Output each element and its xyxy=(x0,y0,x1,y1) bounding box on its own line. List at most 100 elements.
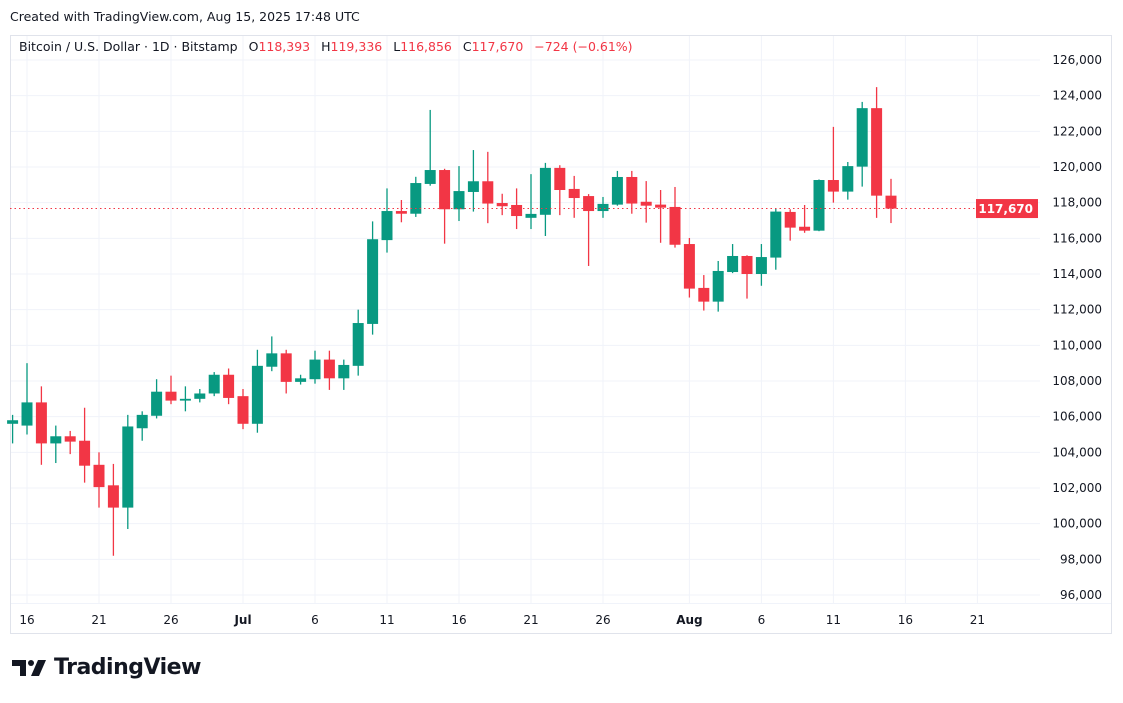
candle-body xyxy=(755,257,767,274)
candle-body xyxy=(482,181,494,204)
candle-2025-07-30 xyxy=(655,190,667,243)
open-value: 118,393 xyxy=(258,39,311,54)
price-tick-label: 112,000 xyxy=(1052,303,1102,317)
candle-2025-07-21 xyxy=(525,174,537,230)
last-price-marker: 117,670 xyxy=(10,199,1040,219)
candle-2025-07-02 xyxy=(251,349,263,433)
time-tick-label: Jul xyxy=(233,613,251,627)
candle-body xyxy=(871,108,883,196)
price-tick-label: 96,000 xyxy=(1060,588,1102,602)
grid xyxy=(11,36,1040,603)
low-value: 116,856 xyxy=(400,39,452,54)
close-value: 117,670 xyxy=(471,39,524,54)
candle-body xyxy=(165,391,177,401)
tradingview-logo-icon xyxy=(12,659,46,676)
symbol-title[interactable]: Bitcoin / U.S. Dollar · 1D · Bitstamp xyxy=(19,39,238,54)
candle-body xyxy=(583,196,595,212)
price-axis[interactable]: 96,000 98,000 100,000 102,000 104,000 106,000… xyxy=(1052,53,1102,602)
open-label: O xyxy=(248,39,259,54)
candle-body xyxy=(21,402,33,426)
candle-body xyxy=(770,211,782,258)
candle-body xyxy=(352,323,364,366)
candle-2025-07-22 xyxy=(539,162,551,237)
candle-2025-06-28 xyxy=(194,389,206,403)
candle-body xyxy=(338,364,350,379)
candle-body xyxy=(237,396,249,424)
ohlc-legend: Bitcoin / U.S. Dollar · 1D · Bitstamp O1… xyxy=(19,39,633,54)
tradingview-logo-text: TradingView xyxy=(54,655,201,680)
candle-body xyxy=(323,359,335,379)
candle-body xyxy=(151,391,163,416)
candle-body xyxy=(597,203,609,212)
price-tick-label: 116,000 xyxy=(1052,231,1102,245)
price-tick-label: 98,000 xyxy=(1060,552,1102,566)
time-tick-label: 6 xyxy=(758,613,766,627)
candle-body xyxy=(194,393,206,399)
candle-body xyxy=(611,176,623,205)
candle-2025-08-09 xyxy=(799,204,811,233)
candle-body xyxy=(179,398,191,401)
candle-2025-07-19 xyxy=(496,193,508,216)
candle-body xyxy=(669,206,681,245)
candle-2025-06-20 xyxy=(79,407,91,483)
high-value: 119,336 xyxy=(330,39,383,54)
time-axis[interactable]: 16 21 26 Jul 6 11 16 21 26 Aug 6 11 16 21 xyxy=(11,603,1111,628)
time-tick-label: 21 xyxy=(970,613,985,627)
low-label: L xyxy=(393,39,401,54)
time-tick-label: 16 xyxy=(898,613,913,627)
candle-body xyxy=(467,181,479,192)
candle-2025-07-06 xyxy=(309,350,321,384)
candle-body xyxy=(79,440,91,466)
candle-body xyxy=(208,374,220,394)
candle-body xyxy=(410,183,422,214)
candle-2025-08-14 xyxy=(871,87,883,218)
candle-2025-06-19 xyxy=(64,430,76,455)
candle-body xyxy=(655,204,667,208)
candle-body xyxy=(395,211,407,214)
price-tick-label: 102,000 xyxy=(1052,481,1102,495)
candle-2025-07-14 xyxy=(424,109,436,186)
candle-body xyxy=(64,436,76,442)
close-label: C xyxy=(462,39,472,54)
candle-body xyxy=(554,167,566,191)
candle-2025-06-18 xyxy=(50,425,62,464)
candle-2025-08-12 xyxy=(842,162,854,200)
candle-body xyxy=(280,353,292,382)
candle-2025-06-21 xyxy=(93,452,105,508)
candle-2025-07-10 xyxy=(367,221,379,335)
candle-body xyxy=(93,464,105,488)
candle-body xyxy=(683,244,695,289)
candle-2025-07-12 xyxy=(395,199,407,223)
candle-body xyxy=(568,188,580,199)
candle-2025-06-25 xyxy=(151,379,163,419)
last-price-label: 117,670 xyxy=(978,202,1033,216)
candle-2025-07-03 xyxy=(266,336,278,372)
candle-2025-07-15 xyxy=(439,168,451,244)
candle-body xyxy=(712,270,724,302)
price-tick-label: 120,000 xyxy=(1052,160,1102,174)
candle-2025-07-09 xyxy=(352,309,364,376)
candle-body xyxy=(511,204,523,217)
candle-body xyxy=(381,211,393,241)
last-price-badge xyxy=(976,199,1038,219)
candle-2025-08-08 xyxy=(784,209,796,241)
tradingview-logo[interactable]: TradingView xyxy=(12,655,201,680)
chart-frame xyxy=(10,35,1112,634)
candle-body xyxy=(698,287,710,302)
candle-body xyxy=(856,108,868,167)
candle-body xyxy=(842,166,854,192)
candle-2025-08-06 xyxy=(755,244,767,286)
candle-body xyxy=(885,195,897,209)
candle-2025-08-03 xyxy=(712,260,724,312)
time-tick-label: 16 xyxy=(19,613,34,627)
candle-2025-07-23 xyxy=(554,165,566,216)
price-tick-label: 114,000 xyxy=(1052,267,1102,281)
candle-2025-06-29 xyxy=(208,372,220,397)
candle-2025-06-30 xyxy=(223,368,235,405)
price-tick-label: 104,000 xyxy=(1052,445,1102,459)
candle-body xyxy=(439,170,451,210)
candle-2025-06-27 xyxy=(179,386,191,412)
candle-2025-07-01 xyxy=(237,389,249,430)
